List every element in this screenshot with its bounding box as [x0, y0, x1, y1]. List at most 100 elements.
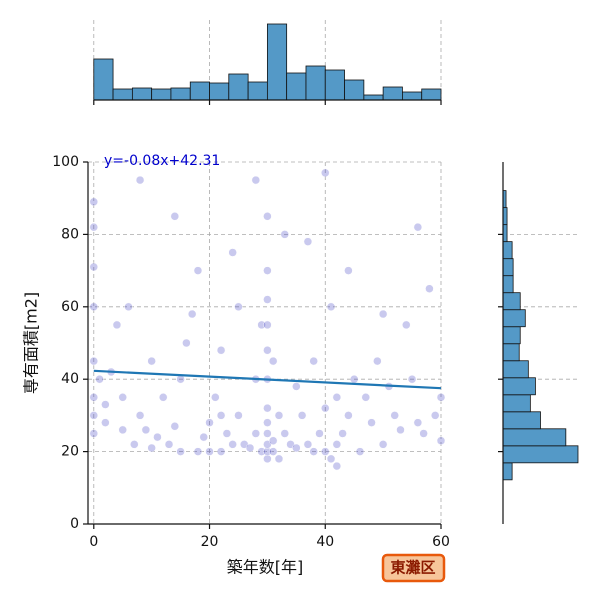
point: [303, 440, 313, 449]
bar: [189, 81, 210, 101]
point: [89, 262, 99, 272]
x-tick-label: 40: [316, 534, 334, 550]
badge: 東灘区: [390, 559, 435, 577]
point: [436, 436, 446, 445]
point: [118, 425, 127, 435]
point: [355, 447, 365, 456]
bar: [502, 394, 531, 413]
point: [182, 338, 191, 348]
point: [89, 197, 99, 207]
point: [367, 418, 376, 427]
point: [292, 443, 301, 453]
point: [378, 309, 388, 319]
point: [147, 356, 156, 366]
y-tick-label: 60: [61, 299, 79, 315]
bar: [286, 72, 307, 101]
point: [309, 356, 318, 366]
point: [164, 440, 174, 449]
point: [332, 461, 342, 471]
point: [124, 302, 133, 312]
point: [216, 345, 226, 355]
point: [257, 447, 266, 456]
point: [263, 447, 272, 456]
point: [101, 418, 110, 427]
bar: [502, 360, 529, 379]
bar: [421, 88, 442, 101]
point: [303, 237, 313, 246]
point: [205, 418, 214, 427]
point: [297, 411, 307, 420]
point: [419, 429, 428, 438]
x-tick-label: 20: [201, 534, 219, 550]
point: [89, 393, 99, 402]
point: [309, 447, 318, 456]
point: [193, 447, 203, 456]
bar: [402, 91, 423, 101]
bar: [228, 73, 249, 101]
bar: [363, 94, 384, 101]
point: [222, 429, 232, 438]
point: [170, 212, 180, 221]
point: [251, 429, 261, 438]
point: [228, 440, 237, 449]
bar: [502, 258, 514, 277]
bar: [344, 79, 365, 101]
point: [349, 374, 359, 384]
point: [205, 447, 214, 456]
point: [263, 429, 272, 438]
point: [344, 266, 353, 275]
bar: [502, 241, 513, 260]
point: [95, 374, 104, 384]
point: [268, 356, 278, 366]
bar: [93, 58, 114, 101]
point: [199, 432, 208, 442]
point: [396, 425, 405, 435]
point: [326, 302, 336, 312]
x-tick-label: 60: [432, 534, 450, 550]
bar: [502, 411, 541, 430]
y-axis-label: 専有面積[m2]: [22, 292, 41, 394]
point: [193, 266, 203, 275]
point: [292, 382, 301, 391]
point: [89, 429, 99, 438]
y-tick-label: 40: [61, 371, 79, 387]
point: [268, 436, 278, 445]
bar: [382, 86, 403, 101]
point: [263, 345, 272, 355]
bar: [502, 445, 579, 464]
bar: [502, 377, 536, 396]
point: [251, 175, 261, 185]
regression-line: [93, 369, 442, 390]
point: [263, 403, 272, 413]
point: [130, 440, 139, 449]
bar: [502, 462, 513, 481]
point: [425, 284, 434, 293]
badge-box: [381, 553, 446, 583]
x-axis-label: 築年数[年]: [227, 558, 304, 577]
y-tick-label: 80: [61, 226, 79, 242]
y-tick-label: 100: [52, 154, 79, 170]
point: [280, 429, 290, 438]
point: [135, 175, 145, 185]
regression-label: y=-0.08x+42.31: [104, 153, 220, 169]
point: [257, 320, 266, 330]
point: [332, 440, 342, 449]
point: [112, 320, 122, 330]
bar: [131, 87, 153, 101]
point: [280, 230, 290, 239]
point: [402, 320, 411, 330]
point: [332, 393, 342, 402]
point: [135, 411, 145, 420]
point: [326, 454, 336, 464]
point: [176, 447, 185, 456]
bar: [170, 87, 191, 101]
bar: [502, 224, 508, 243]
point: [170, 422, 180, 431]
point: [118, 393, 127, 402]
x-tick-label: 0: [89, 534, 98, 550]
point: [216, 411, 226, 420]
point: [263, 320, 272, 330]
point: [228, 248, 237, 257]
point: [187, 309, 197, 319]
point: [344, 411, 353, 420]
